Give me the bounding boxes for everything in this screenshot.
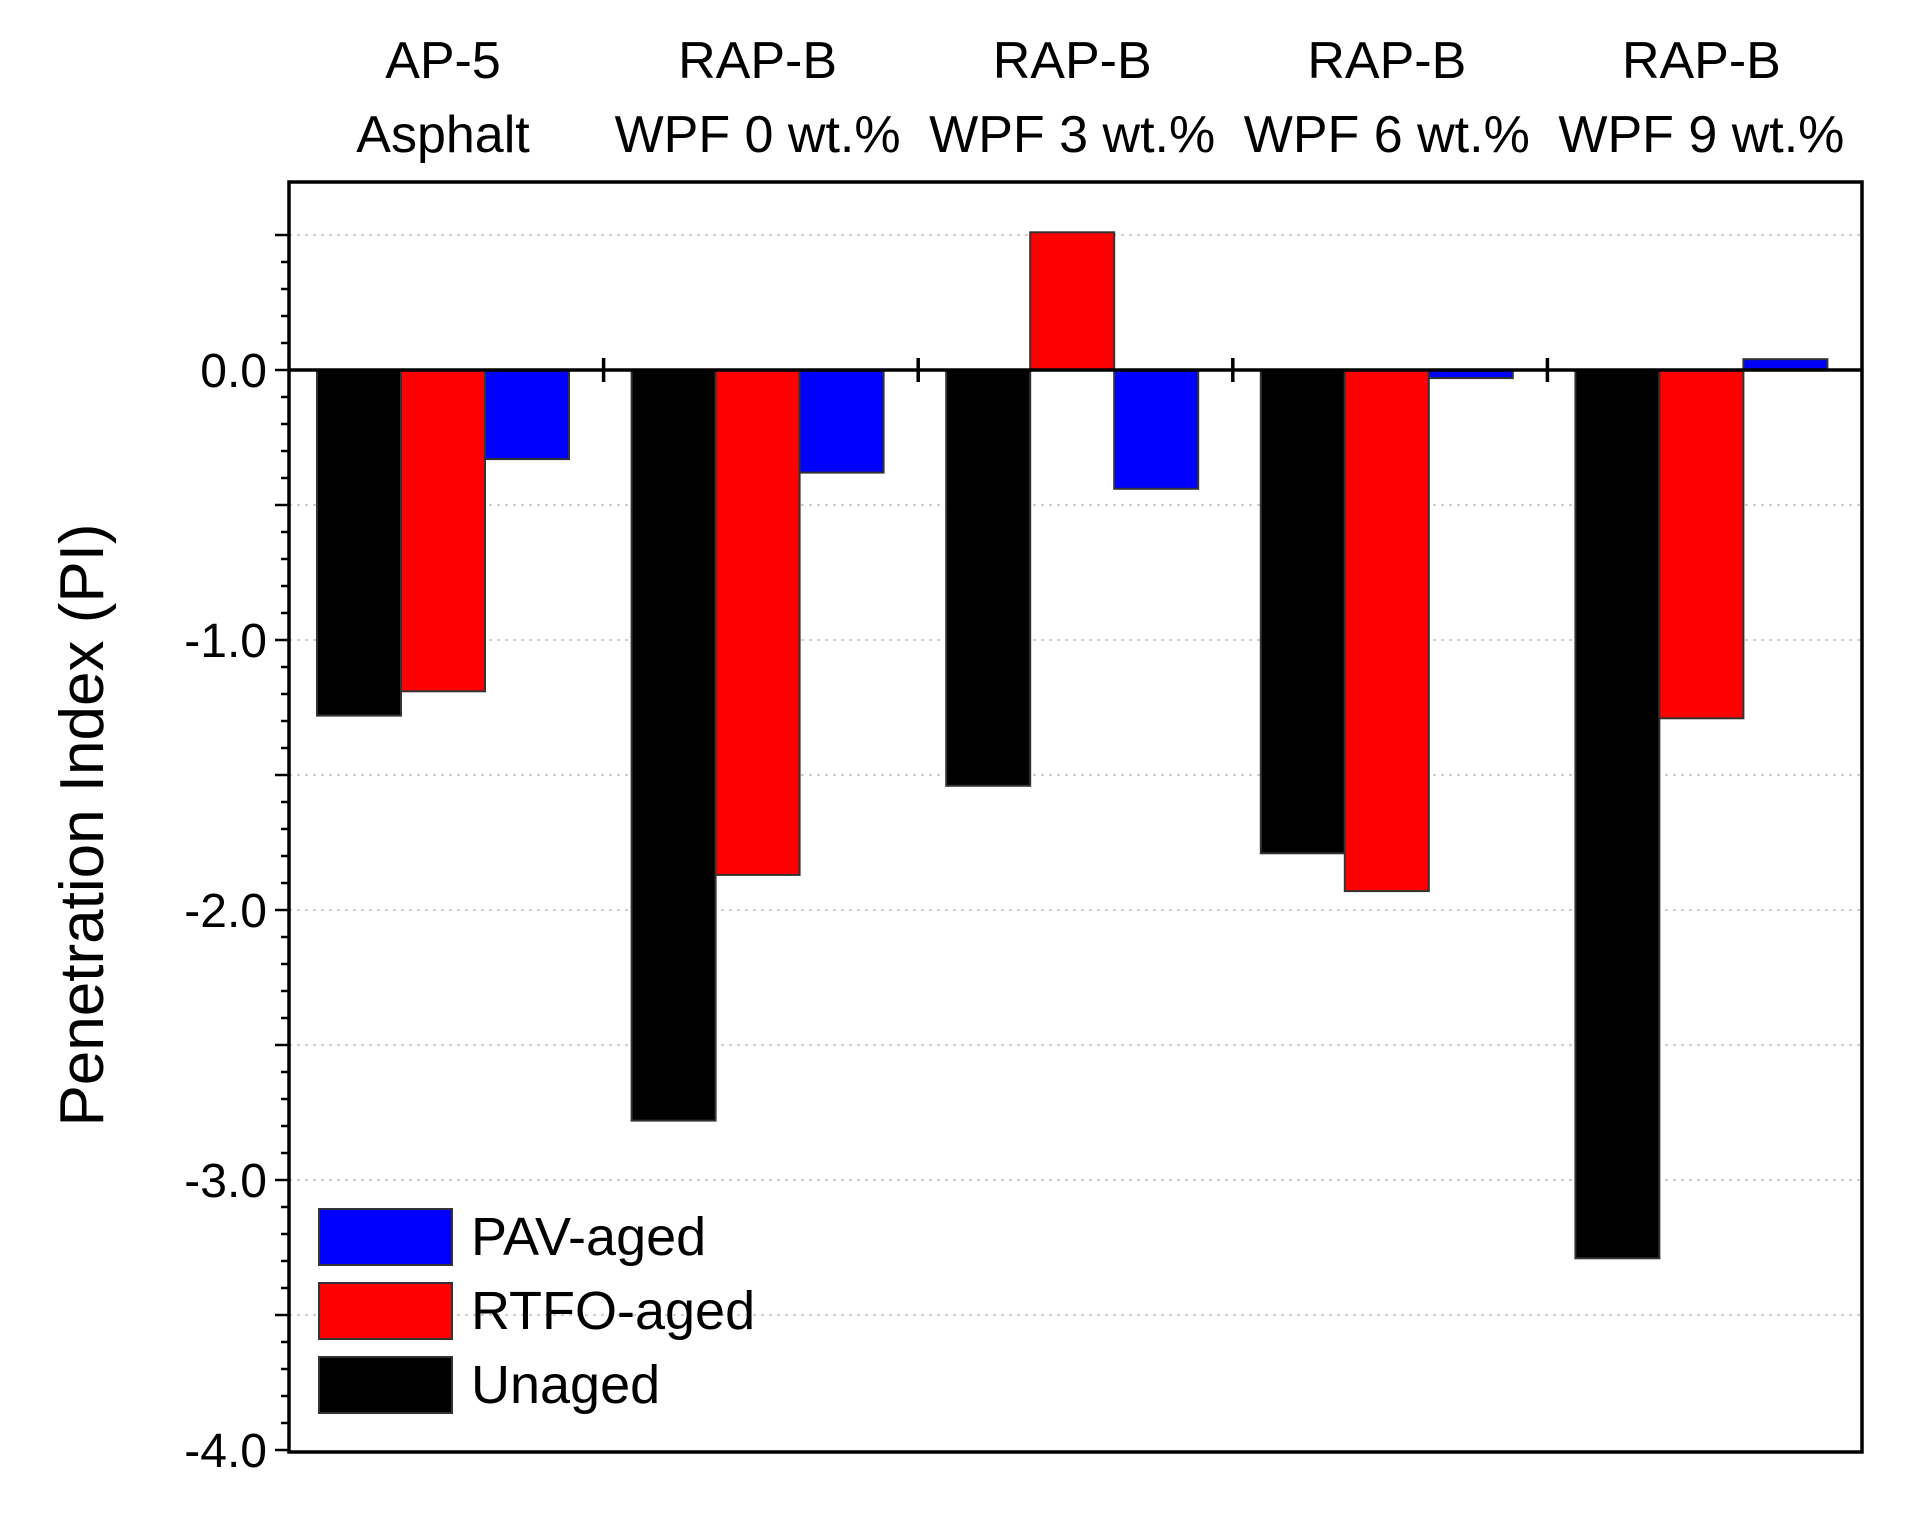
bar-pav-aged-2: [1113, 369, 1200, 490]
bar-rtfo-aged-3: [1343, 369, 1430, 893]
legend-swatch-unaged: [318, 1356, 453, 1414]
bar-rtfo-aged-1: [714, 369, 801, 876]
bar-unaged-4: [1574, 369, 1661, 1260]
bar-rtfo-aged-0: [400, 369, 486, 693]
legend-label-unaged: Unaged: [471, 1355, 660, 1415]
y-tick-label: -3.0: [184, 1155, 267, 1208]
category-label-line1: RAP-B: [1622, 32, 1781, 90]
category-label-line1: RAP-B: [678, 32, 837, 90]
y-tick-label: -4.0: [184, 1425, 267, 1478]
bar-unaged-0: [316, 369, 402, 717]
y-axis-ticks: 0.0 -1.0 -2.0 -3.0 -4.0: [184, 233, 289, 1478]
category-label-line2: WPF 3 wt.%: [929, 106, 1215, 164]
legend-label-rtfo-aged: RTFO-aged: [471, 1281, 755, 1341]
legend-label-pav-aged: PAV-aged: [471, 1207, 706, 1267]
bar-rtfo-aged-2: [1029, 231, 1116, 371]
y-tick-label: -2.0: [184, 885, 267, 938]
y-tick-label: -1.0: [184, 615, 267, 668]
plot-frame: [287, 180, 1864, 1454]
category-label-line2: WPF 6 wt.%: [1244, 106, 1530, 164]
axes: [287, 180, 1864, 1454]
bars: [316, 231, 1829, 1260]
category-labels: AP-5 Asphalt RAP-B WPF 0 wt.% RAP-B WPF 3 wt.…: [356, 32, 1844, 164]
bar-pav-aged-1: [798, 369, 885, 474]
bar-pav-aged-0: [484, 369, 570, 461]
bar-unaged-1: [630, 369, 717, 1122]
category-label-line1: RAP-B: [993, 32, 1152, 90]
legend: PAV-aged RTFO-aged Unaged: [318, 1207, 755, 1415]
legend-swatch-rtfo-aged: [318, 1282, 453, 1340]
category-label-line2: WPF 9 wt.%: [1558, 106, 1844, 164]
bar-unaged-2: [945, 369, 1032, 787]
y-axis-title: Penetration Index (PI): [48, 523, 117, 1126]
y-tick-label: 0.0: [200, 345, 267, 398]
category-label-line1: AP-5: [385, 32, 501, 90]
category-label-line2: WPF 0 wt.%: [615, 106, 901, 164]
bar-rtfo-aged-4: [1658, 369, 1745, 720]
category-label-line1: RAP-B: [1307, 32, 1466, 90]
bar-unaged-3: [1259, 369, 1346, 855]
legend-swatch-pav-aged: [318, 1208, 453, 1266]
category-label-line2: Asphalt: [356, 106, 530, 164]
